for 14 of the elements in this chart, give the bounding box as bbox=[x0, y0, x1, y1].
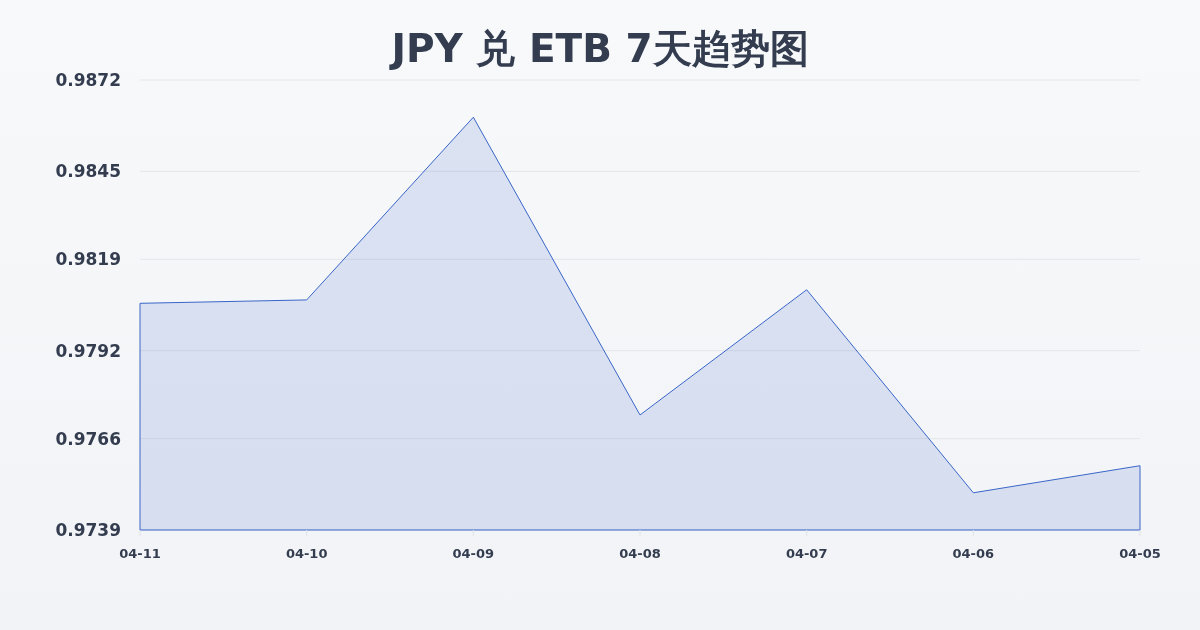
y-tick-label: 0.9792 bbox=[55, 340, 121, 361]
x-tick-label: 04-07 bbox=[785, 546, 828, 561]
x-tick-label: 04-08 bbox=[619, 546, 661, 561]
x-tick-label: 04-06 bbox=[952, 546, 995, 561]
y-tick-label: 0.9872 bbox=[55, 70, 121, 90]
x-tick-label: 04-10 bbox=[285, 546, 328, 561]
x-tick-label: 04-09 bbox=[452, 546, 495, 561]
y-tick-label: 0.9739 bbox=[55, 520, 121, 540]
y-tick-label: 0.9845 bbox=[55, 161, 121, 182]
y-tick-label: 0.9766 bbox=[55, 428, 121, 449]
title: JPY 兑 ETB 7天趋势图 bbox=[391, 26, 809, 71]
x-tick-label: 04-11 bbox=[119, 546, 161, 561]
x-tick-label: 04-05 bbox=[1119, 546, 1161, 561]
y-tick-label: 0.9819 bbox=[55, 249, 121, 270]
